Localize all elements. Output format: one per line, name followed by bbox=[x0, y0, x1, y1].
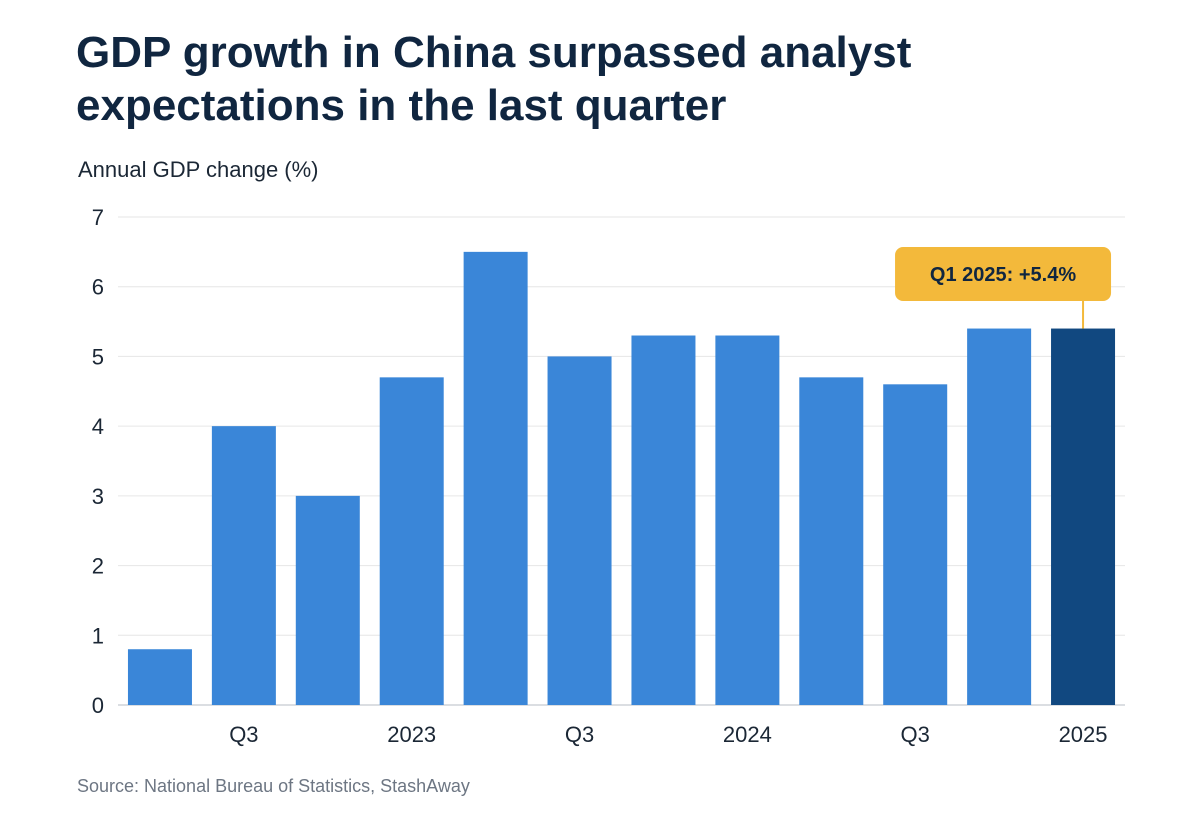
y-axis-label: Annual GDP change (%) bbox=[78, 157, 319, 182]
bar bbox=[463, 251, 528, 705]
bars bbox=[127, 251, 1116, 705]
x-tick-label: 2024 bbox=[723, 722, 772, 747]
x-tick-labels: Q3 2023 Q3 2024 Q3 2025 bbox=[229, 722, 1107, 747]
callout-label: Q1 2025: +5.4% bbox=[930, 264, 1076, 286]
x-tick-label: Q3 bbox=[901, 722, 930, 747]
bar-highlighted bbox=[1051, 328, 1116, 705]
chart-title: GDP growth in China surpassed analyst ex… bbox=[76, 28, 912, 130]
callout: Q1 2025: +5.4% bbox=[895, 247, 1112, 329]
x-tick-label: Q3 bbox=[565, 722, 594, 747]
y-tick-label: 2 bbox=[92, 554, 104, 579]
y-tick-label: 0 bbox=[92, 693, 104, 718]
bar bbox=[127, 649, 192, 705]
y-tick-labels: 0 1 2 3 4 5 6 7 bbox=[92, 205, 104, 718]
x-tick-label: Q3 bbox=[229, 722, 258, 747]
bar bbox=[967, 328, 1032, 705]
y-tick-label: 5 bbox=[92, 344, 104, 369]
bar bbox=[547, 356, 612, 705]
gridlines bbox=[118, 216, 1125, 706]
bar bbox=[883, 384, 948, 705]
y-tick-label: 6 bbox=[92, 275, 104, 300]
y-tick-label: 7 bbox=[92, 205, 104, 230]
x-tick-label: 2025 bbox=[1059, 722, 1108, 747]
y-tick-label: 1 bbox=[92, 623, 104, 648]
bar bbox=[211, 426, 276, 705]
bar bbox=[295, 495, 360, 705]
y-tick-label: 4 bbox=[92, 414, 104, 439]
bar bbox=[631, 335, 696, 705]
callout-box bbox=[895, 247, 1112, 301]
y-tick-label: 3 bbox=[92, 484, 104, 509]
source-note: Source: National Bureau of Statistics, S… bbox=[77, 776, 470, 796]
x-tick-label: 2023 bbox=[387, 722, 436, 747]
bar bbox=[799, 377, 864, 705]
bar bbox=[379, 377, 444, 705]
bar bbox=[715, 335, 780, 705]
